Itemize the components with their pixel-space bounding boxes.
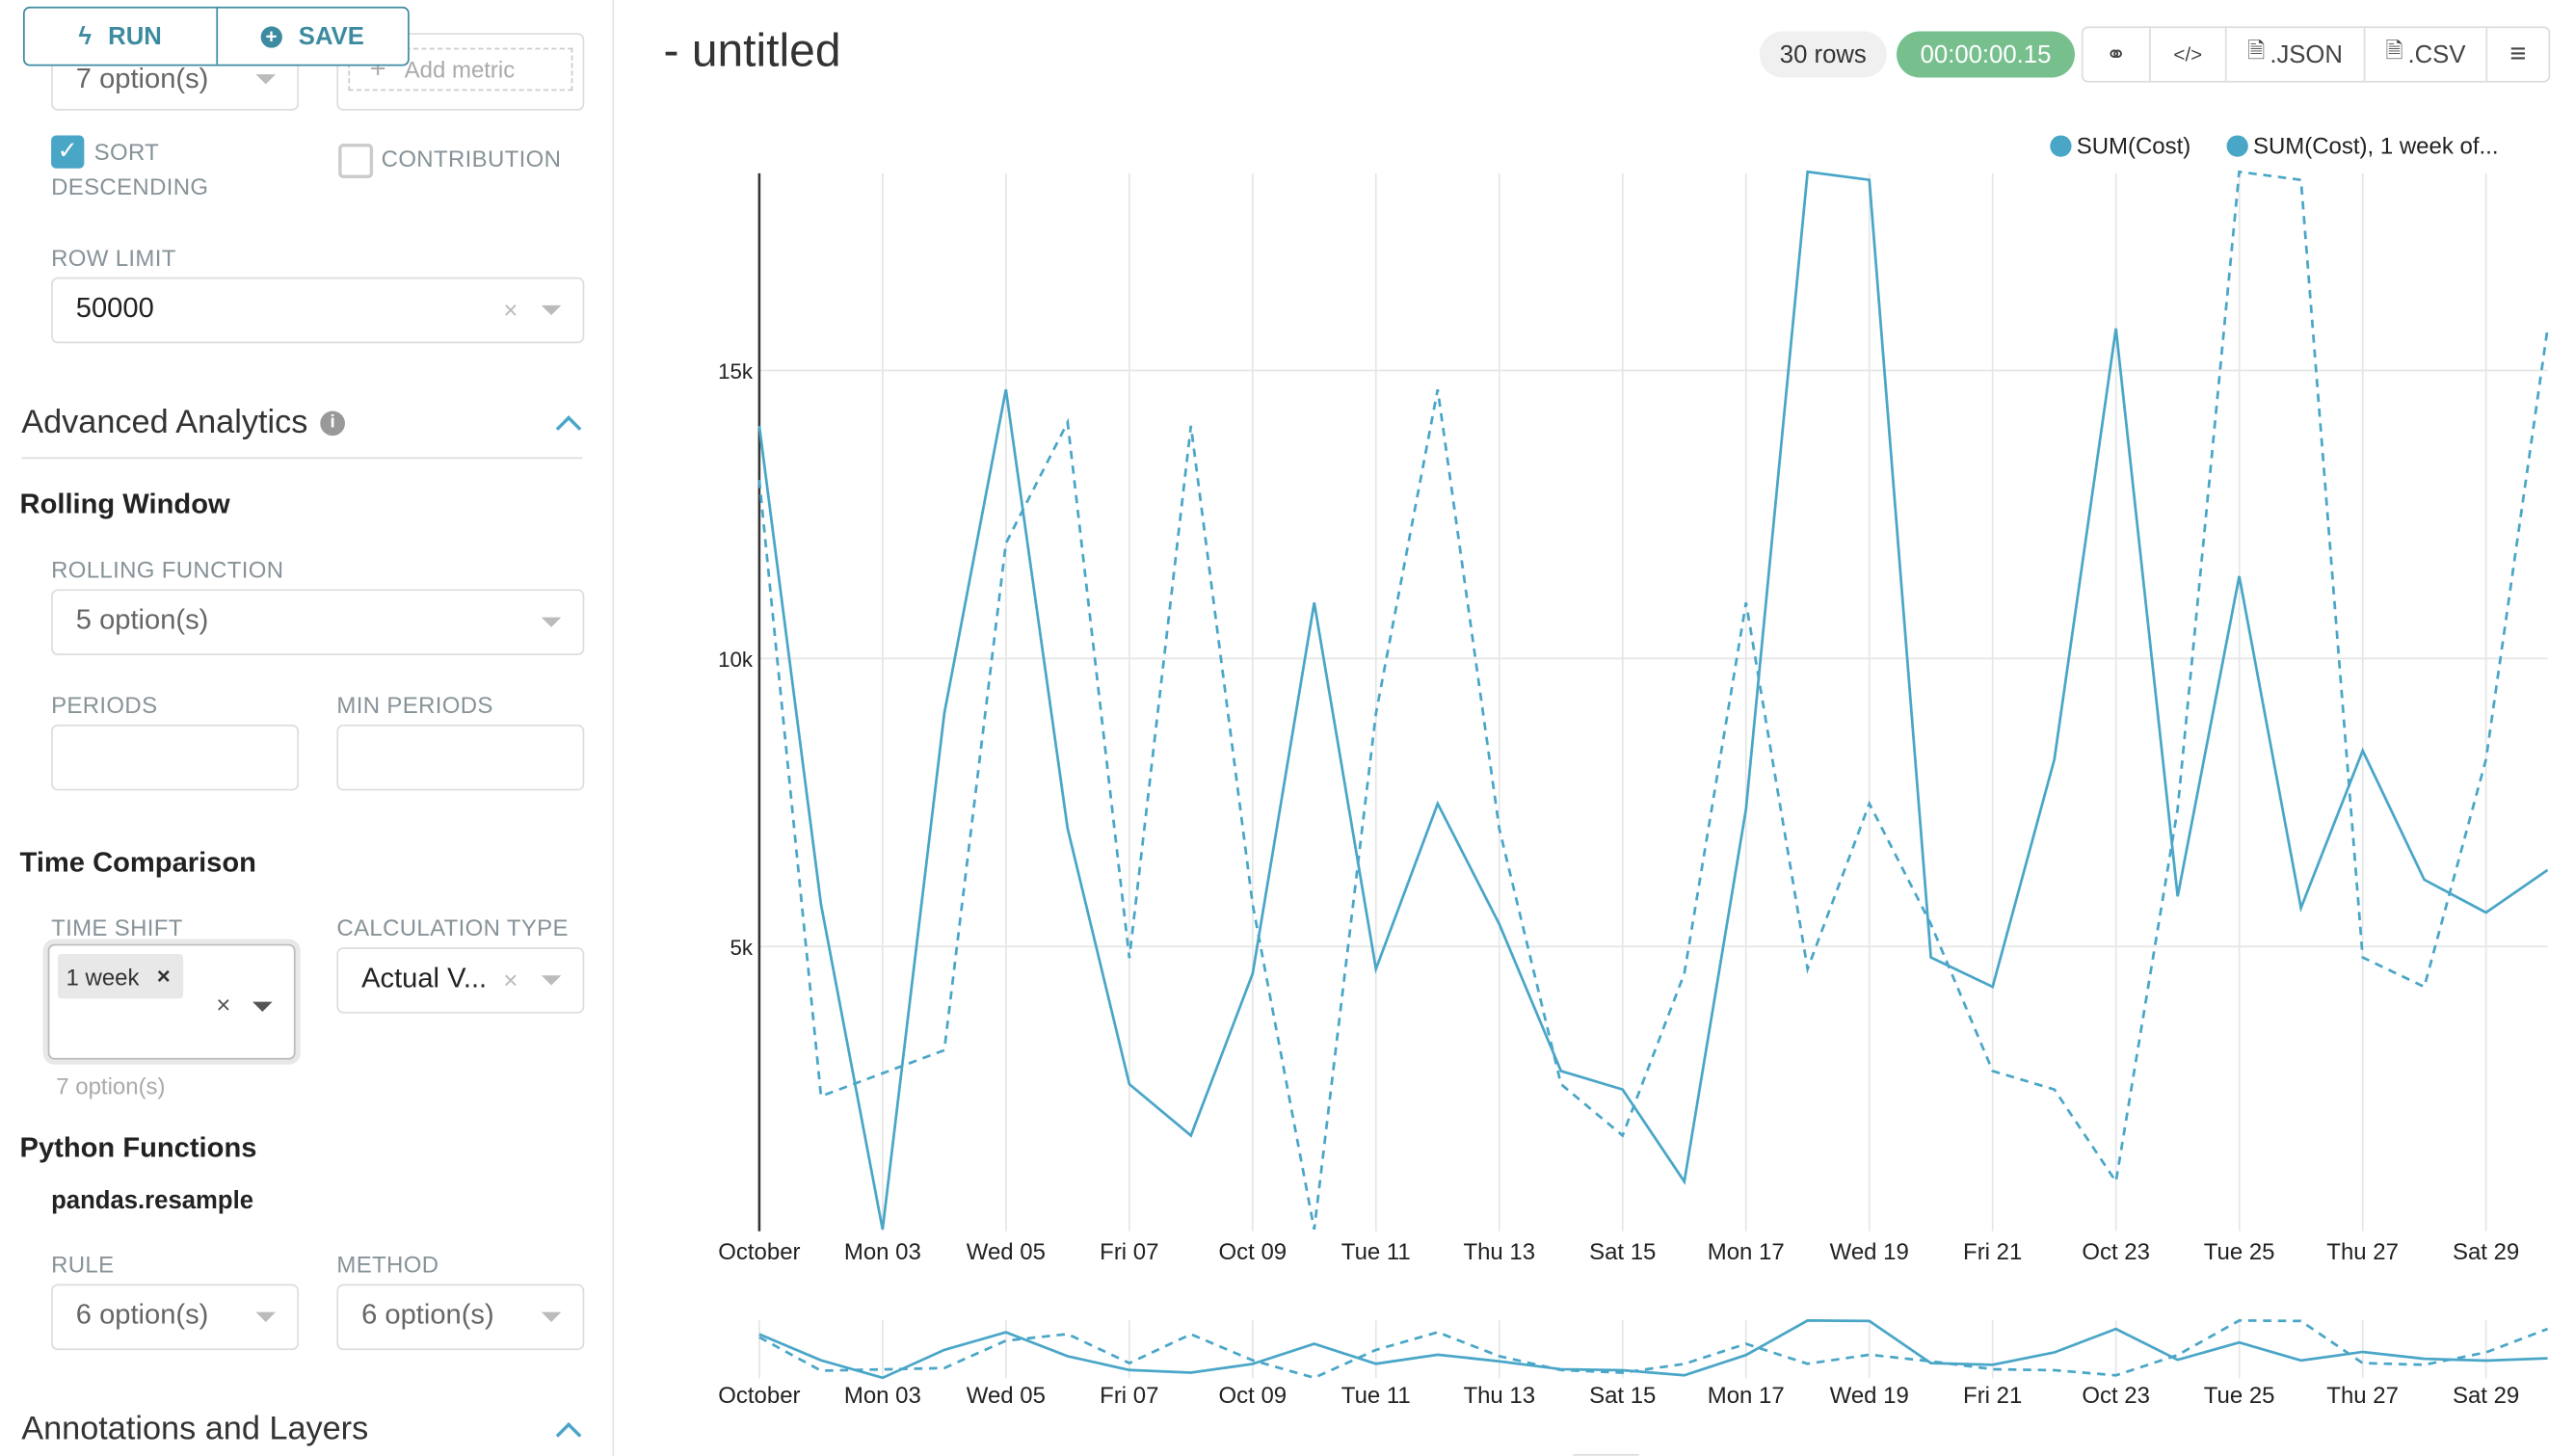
save-button[interactable]: +SAVE <box>216 9 409 65</box>
brush-series-line-0 <box>759 1320 2548 1377</box>
brush-x-tick-label: Fri 21 <box>1963 1383 2022 1409</box>
brush-x-tick-label: Tue 11 <box>1341 1383 1411 1409</box>
x-tick-label: Tue 25 <box>2204 1239 2275 1265</box>
x-tick-label: Tue 11 <box>1341 1239 1411 1265</box>
bolt-icon: ϟ <box>78 22 92 50</box>
brush-x-tick-label: Fri 07 <box>1100 1383 1158 1409</box>
brush-x-tick-label: Mon 03 <box>844 1383 921 1409</box>
y-tick-label: 5k <box>730 936 754 960</box>
x-tick-label: Wed 05 <box>967 1239 1046 1265</box>
x-tick-label: Sat 29 <box>2453 1239 2519 1265</box>
brush-x-tick-label: Wed 19 <box>1830 1383 1909 1409</box>
x-tick-label: Thu 13 <box>1463 1239 1535 1265</box>
x-tick-label: Mon 03 <box>844 1239 921 1265</box>
brush-series-line-1 <box>759 1320 2548 1377</box>
x-tick-label: Wed 19 <box>1830 1239 1909 1265</box>
series-line-0 <box>759 172 2548 1230</box>
brush-x-tick-label: Oct 09 <box>1219 1383 1288 1409</box>
y-tick-label: 10k <box>718 648 754 672</box>
x-tick-label: Oct 23 <box>2082 1239 2150 1265</box>
brush-x-tick-label: Tue 25 <box>2204 1383 2275 1409</box>
brush-x-tick-label: Thu 27 <box>2326 1383 2399 1409</box>
x-tick-label: Oct 09 <box>1219 1239 1288 1265</box>
series-line-1 <box>759 172 2548 1230</box>
brush-x-tick-label: Thu 13 <box>1463 1383 1535 1409</box>
brush-x-tick-label: October <box>718 1383 800 1409</box>
plus-circle-icon: + <box>260 26 281 47</box>
x-tick-label: Thu 27 <box>2326 1239 2399 1265</box>
x-tick-label: Fri 07 <box>1100 1239 1158 1265</box>
brush-x-tick-label: Sat 15 <box>1589 1383 1656 1409</box>
x-tick-label: Mon 17 <box>1708 1239 1785 1265</box>
x-tick-label: Fri 21 <box>1963 1239 2022 1265</box>
x-tick-label: October <box>718 1239 800 1265</box>
brush-x-tick-label: Sat 29 <box>2453 1383 2519 1409</box>
y-tick-label: 15k <box>718 359 754 384</box>
brush-x-tick-label: Wed 05 <box>967 1383 1046 1409</box>
x-tick-label: Sat 15 <box>1589 1239 1656 1265</box>
brush-x-tick-label: Mon 17 <box>1708 1383 1785 1409</box>
brush-x-tick-label: Oct 23 <box>2082 1383 2150 1409</box>
